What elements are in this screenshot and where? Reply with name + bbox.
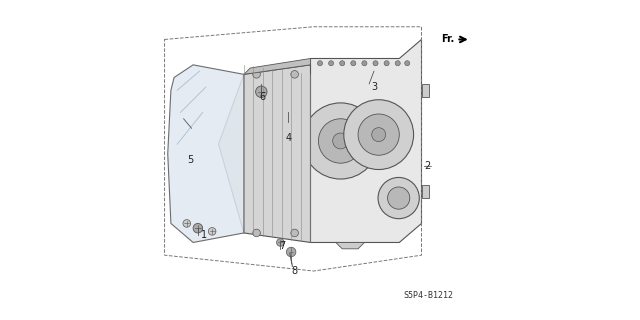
Polygon shape [168, 65, 244, 243]
Circle shape [395, 61, 400, 66]
Circle shape [317, 61, 323, 66]
Circle shape [193, 223, 203, 233]
Text: 1: 1 [201, 229, 207, 240]
Text: 6: 6 [260, 92, 266, 101]
Circle shape [378, 178, 419, 219]
Text: 4: 4 [285, 133, 291, 143]
Circle shape [333, 133, 349, 149]
Polygon shape [244, 59, 310, 74]
Circle shape [255, 86, 267, 98]
Circle shape [276, 239, 284, 246]
Circle shape [404, 61, 410, 66]
Circle shape [362, 61, 367, 66]
Text: 7: 7 [279, 241, 285, 251]
Circle shape [373, 61, 378, 66]
Text: 8: 8 [292, 266, 298, 276]
Circle shape [291, 70, 298, 78]
Circle shape [344, 100, 413, 170]
Polygon shape [310, 39, 422, 243]
Circle shape [372, 128, 386, 142]
Circle shape [351, 61, 356, 66]
Polygon shape [422, 185, 429, 198]
Text: 3: 3 [371, 82, 377, 92]
Circle shape [358, 114, 399, 155]
Polygon shape [422, 84, 429, 97]
Text: Fr.: Fr. [442, 35, 455, 44]
Circle shape [253, 70, 260, 78]
Circle shape [328, 61, 333, 66]
Text: 5: 5 [187, 155, 193, 165]
Text: S5P4-B1212: S5P4-B1212 [403, 291, 453, 300]
Circle shape [340, 61, 345, 66]
Circle shape [183, 220, 191, 227]
Polygon shape [336, 243, 364, 249]
Circle shape [253, 229, 260, 237]
Text: 2: 2 [425, 161, 431, 171]
Circle shape [291, 229, 298, 237]
Circle shape [209, 228, 216, 235]
Circle shape [388, 187, 410, 209]
Circle shape [384, 61, 389, 66]
Circle shape [286, 247, 296, 257]
Polygon shape [218, 65, 310, 243]
Circle shape [303, 103, 379, 179]
Circle shape [319, 119, 363, 163]
